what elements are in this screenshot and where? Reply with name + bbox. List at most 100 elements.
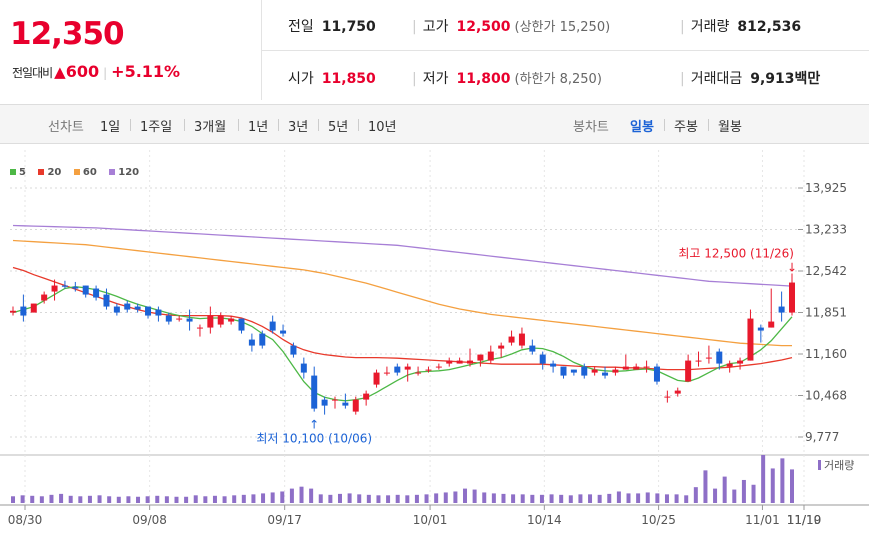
candle-body (145, 306, 152, 316)
candle-body (290, 345, 297, 355)
prev-close-label: 전일 (288, 19, 314, 35)
y-tick-label: 10,468 (805, 389, 847, 403)
volume-bar (251, 494, 256, 503)
x-tick-label: 08/30 (8, 513, 43, 527)
candle-body (539, 354, 546, 364)
volume-bar (155, 495, 160, 503)
volume-bar (78, 496, 83, 503)
volume-bar (20, 495, 25, 503)
prev-close: 전일 11,750 (288, 16, 376, 36)
volume-bar (39, 496, 44, 503)
change-percent: +5.11% (111, 62, 181, 81)
tab-3year[interactable]: 3년 (288, 120, 309, 135)
volume-bar (501, 493, 506, 503)
tab-monthly[interactable]: 월봉 (718, 120, 742, 135)
chart-legend: 5 20 60 120 (10, 167, 148, 178)
tab-divider (130, 119, 131, 131)
y-tick-label: 13,925 (805, 181, 847, 195)
y-tick-label: 11,160 (805, 347, 847, 361)
candle-body (560, 366, 567, 376)
volume-bar (280, 491, 285, 503)
x-tick-label: 10/01 (413, 513, 448, 527)
tab-1day[interactable]: 1일 (100, 120, 121, 135)
price-box: 12,350 전일대비 ▲600 | +5.11% (0, 0, 262, 100)
volume-bar (741, 479, 746, 503)
volume-label: 거래량 (690, 19, 730, 35)
volume-bar (453, 491, 458, 503)
candle-body (93, 288, 100, 298)
volume-bar (68, 495, 73, 503)
cell-divider: | (680, 19, 685, 35)
tab-10year[interactable]: 10년 (368, 120, 397, 135)
tab-daily[interactable]: 일봉 (630, 120, 654, 135)
volume-bar (722, 476, 727, 503)
volume-value: 812,536 (737, 19, 802, 35)
candle-body (321, 399, 328, 406)
tab-divider (318, 119, 319, 131)
volume-bar (270, 492, 275, 503)
legend-label: 120 (118, 167, 140, 178)
ma20-line (12, 266, 793, 371)
candle-body (664, 396, 671, 398)
volume-bar (145, 496, 150, 503)
candle-body (602, 372, 609, 376)
candle-body (643, 366, 650, 368)
candle-body (487, 351, 494, 361)
open-price: 시가 11,850 (288, 68, 376, 88)
tab-divider (358, 119, 359, 131)
volume-bar (126, 496, 131, 503)
candle-body (134, 306, 141, 310)
candle-body (10, 310, 16, 313)
volume-bar (664, 494, 669, 503)
volume-bar (366, 494, 371, 503)
tab-5year[interactable]: 5년 (328, 120, 349, 135)
amount-stat: | 거래대금 9,913백만 (680, 68, 820, 88)
volume-bar (405, 495, 410, 503)
volume-bar (751, 484, 756, 503)
x-tick-label: 10/14 (527, 513, 562, 527)
legend-ma5: 5 (10, 167, 26, 178)
volume-bar (357, 494, 362, 503)
volume-bar (174, 496, 179, 503)
candle-body (186, 318, 193, 322)
candle-body (581, 366, 588, 376)
cell-divider: | (412, 19, 417, 35)
candle-body (82, 285, 89, 295)
x-tick-label: 10/25 (641, 513, 676, 527)
volume-bar (203, 496, 208, 503)
volume-bar (261, 493, 266, 503)
volume-bar (568, 495, 573, 503)
candle-body (570, 369, 577, 373)
x-tick-label: 11/10 (787, 513, 822, 527)
candle-body (269, 321, 276, 331)
volume-bar (116, 496, 121, 503)
volume-bar (337, 493, 342, 503)
volume-bar (559, 494, 564, 503)
candle-body (41, 294, 48, 301)
cell-divider: | (680, 71, 685, 87)
candle-chart-label: 봉차트 (573, 120, 609, 135)
volume-label: 거래량 (824, 459, 854, 472)
volume-bar (164, 496, 169, 503)
y-tick-label: 11,851 (805, 306, 847, 320)
volume-bar (289, 488, 294, 503)
amount-label: 거래대금 (690, 71, 743, 87)
volume-bar (30, 495, 35, 503)
volume-bar (232, 495, 237, 503)
volume-bar (395, 494, 400, 503)
candle-body (508, 336, 515, 343)
candle-body (342, 402, 349, 406)
open-value: 11,850 (321, 71, 376, 87)
legend-ma20: 20 (38, 167, 61, 178)
low-label: 저가 (422, 71, 449, 87)
tab-weekly[interactable]: 주봉 (674, 120, 698, 135)
volume-bar (318, 494, 323, 503)
tab-3month[interactable]: 3개월 (194, 120, 227, 135)
tab-1week[interactable]: 1주일 (140, 120, 173, 135)
volume-bar (443, 492, 448, 503)
candle-body (757, 327, 764, 331)
tab-1year[interactable]: 1년 (248, 120, 269, 135)
volume-bar (645, 492, 650, 503)
volume-bar (386, 495, 391, 503)
candle-body (415, 372, 422, 374)
